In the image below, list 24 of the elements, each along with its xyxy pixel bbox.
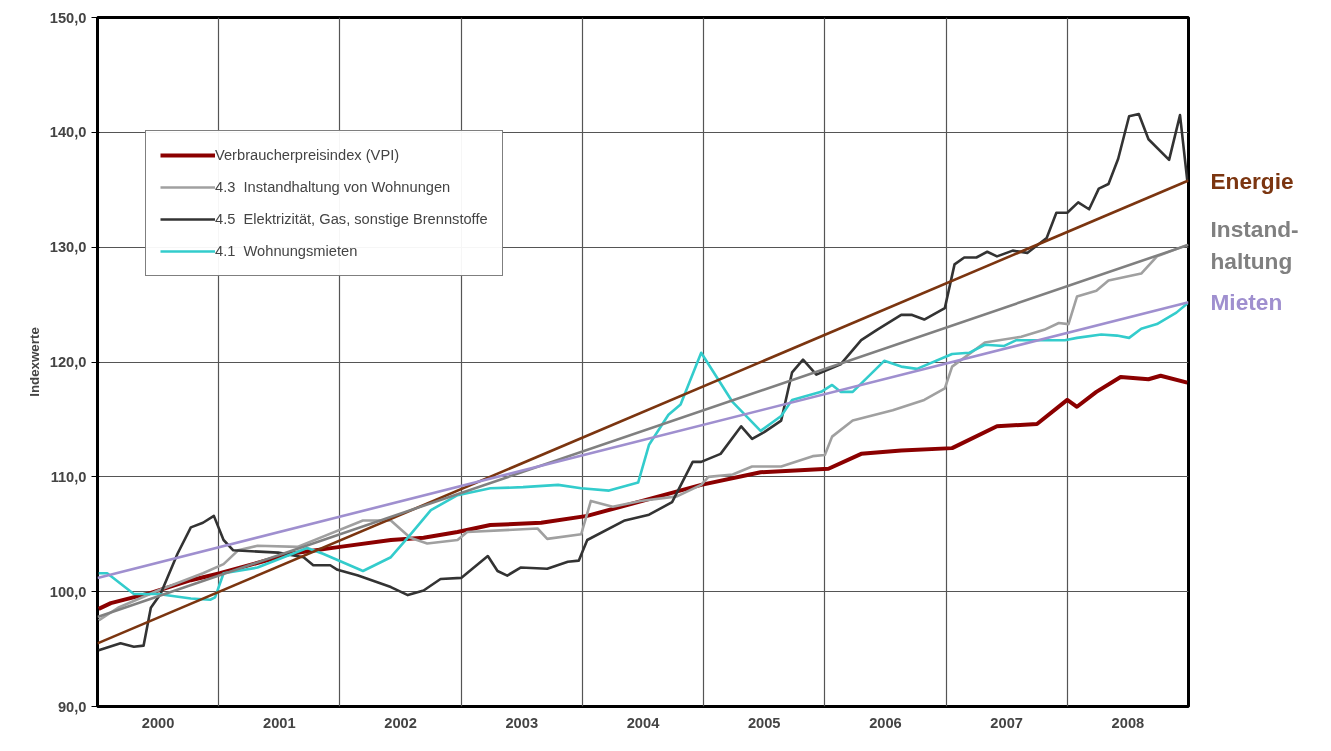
- y-axis-title: Indexwerte: [26, 327, 42, 397]
- y-tick-label: 140,0: [49, 124, 87, 141]
- y-tick-label: 120,0: [49, 354, 87, 370]
- legend-label: Verbraucherpreisindex (VPI): [215, 147, 400, 163]
- x-tick-label: 2006: [869, 714, 902, 731]
- x-tick-label: 2008: [1111, 714, 1145, 731]
- text: Mieten: [1210, 289, 1283, 316]
- x-tick-label: 2005: [747, 714, 781, 731]
- legend-label: 4.5 Elektrizität, Gas, sonstige Brennstoffe: [215, 211, 488, 227]
- x-tick-label: 2003: [505, 714, 539, 731]
- text: Energie: [1210, 167, 1294, 194]
- x-tick-label: 2002: [384, 714, 417, 731]
- x-tick-label: 2004: [626, 714, 661, 731]
- y-tick-label: 150,0: [49, 9, 87, 26]
- x-tick-label: 2001: [263, 714, 296, 731]
- legend-label: 4.1 Wohnungsmieten: [215, 243, 358, 259]
- legend-label: 4.3 Instandhaltung von Wohnungen: [215, 179, 451, 195]
- y-tick-label: 100,0: [49, 583, 87, 600]
- y-tick-label: 110,0: [50, 468, 87, 485]
- x-tick-label: 2000: [141, 714, 175, 731]
- x-tick-label: 2007: [990, 714, 1023, 731]
- y-tick-label: 90,0: [57, 698, 87, 715]
- text: Instand- haltung: [1210, 215, 1299, 275]
- y-tick-label: 130,0: [49, 239, 87, 256]
